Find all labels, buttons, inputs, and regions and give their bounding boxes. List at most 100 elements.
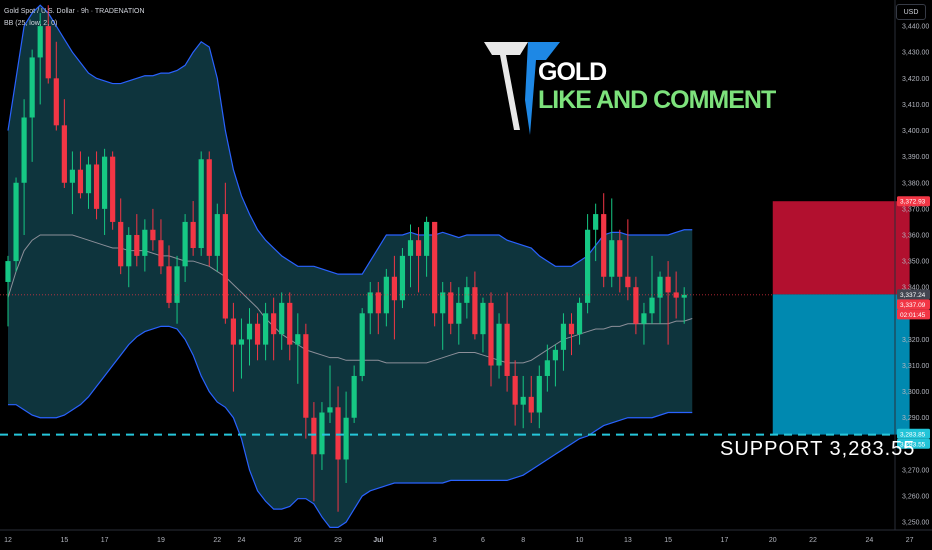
candle-body	[93, 164, 100, 209]
overlay-title: GOLD	[538, 58, 607, 86]
candle	[464, 276, 470, 319]
bb-upper-line	[7, 4, 693, 275]
currency-button[interactable]: USD	[896, 4, 926, 20]
candle-body	[593, 214, 599, 230]
candle-body	[53, 78, 59, 126]
candle-body	[415, 240, 422, 256]
candle	[480, 297, 486, 353]
price-tick-label: 3,310.00	[902, 363, 929, 370]
candle-body	[424, 221, 430, 256]
candle	[37, 13, 43, 105]
candle	[585, 214, 591, 314]
candle-body	[456, 302, 462, 324]
price-tag-label: 3,283.55	[900, 441, 926, 448]
candle	[134, 214, 140, 267]
time-tick-label: 27	[906, 537, 914, 544]
candle	[166, 245, 172, 309]
price-axis[interactable]: 3,250.003,260.003,270.003,280.003,290.00…	[902, 24, 929, 527]
candle	[214, 203, 220, 272]
candle-body	[351, 375, 357, 418]
overlay-subtitle: LIKE AND COMMENT	[538, 86, 776, 114]
candle	[254, 313, 261, 361]
candle-body	[271, 313, 277, 335]
price-tick-label: 3,390.00	[902, 154, 929, 161]
candle-body	[206, 159, 212, 256]
candle	[5, 255, 11, 327]
price-tag: 3,337.09	[897, 299, 930, 310]
candle	[472, 271, 478, 340]
candle	[13, 177, 19, 272]
time-axis[interactable]: 1215171922242629Jul368101315172022242729	[4, 537, 932, 544]
time-tick-label: 24	[865, 537, 873, 544]
candle-body	[601, 214, 607, 277]
candle	[633, 276, 639, 335]
candle-body	[488, 302, 494, 366]
candle-body	[5, 261, 11, 282]
candle-body	[311, 417, 317, 455]
price-tag-label: 3,283.85	[900, 431, 926, 438]
candle	[61, 99, 67, 188]
candle-body	[303, 334, 309, 418]
price-tick-label: 3,290.00	[902, 415, 929, 422]
candle-body	[335, 407, 341, 460]
candle	[222, 182, 228, 324]
price-tag: 3,337.24	[897, 289, 930, 300]
time-tick-label: 20	[769, 537, 777, 544]
candle	[552, 344, 558, 387]
candle	[601, 193, 607, 288]
candle-body	[246, 323, 253, 340]
candle-body	[69, 169, 75, 183]
candle-body	[182, 221, 188, 267]
candle	[311, 402, 317, 502]
candle-body	[134, 234, 140, 256]
price-tag-background	[897, 196, 930, 207]
candle-body	[407, 240, 414, 256]
time-tick-label: 22	[809, 537, 817, 544]
price-tick-label: 3,370.00	[902, 206, 929, 213]
candle-body	[295, 334, 301, 345]
time-tick-label: 17	[721, 537, 729, 544]
candle-body	[440, 292, 446, 314]
candle-body	[544, 360, 550, 376]
candle	[496, 313, 502, 379]
candle	[102, 148, 108, 235]
price-tick-label: 3,440.00	[902, 24, 929, 31]
candle	[295, 313, 301, 384]
time-tick-label: 13	[624, 537, 632, 544]
candle	[448, 281, 454, 335]
candle-body	[142, 229, 148, 256]
candle-body	[536, 375, 542, 413]
time-tick-label: 24	[238, 537, 246, 544]
candle	[544, 344, 550, 392]
candle-body	[29, 57, 35, 118]
candle	[520, 375, 526, 429]
candle-body	[126, 234, 132, 267]
short-position-tool[interactable]	[772, 201, 910, 435]
price-tag-label: 02:01:45	[900, 312, 926, 319]
symbol-title: Gold Spot / U.S. Dollar · 9h · TRADENATI…	[4, 8, 145, 15]
candle	[150, 208, 156, 251]
candle-body	[222, 214, 228, 319]
candle-body	[327, 407, 333, 413]
candle-body	[585, 229, 591, 303]
indicator-legend[interactable]: BB (25, low, 2, 0)	[4, 20, 58, 27]
candle	[576, 297, 583, 345]
price-axis-tags: 3,372.93 3,337.24 3,337.09 02:01:45 3,283.85…	[897, 196, 930, 449]
time-tick-label: 29	[334, 537, 342, 544]
price-tick-label: 3,300.00	[902, 389, 929, 396]
price-tick-label: 3,270.00	[902, 467, 929, 474]
price-tick-label: 3,350.00	[902, 259, 929, 266]
candle-body	[649, 297, 655, 314]
candle-body	[673, 292, 679, 298]
candle	[246, 308, 253, 366]
candle-body	[520, 396, 526, 405]
candle-body	[158, 240, 164, 267]
candle-body	[279, 302, 285, 335]
price-tag: 02:01:45	[897, 309, 930, 320]
candle-body	[21, 117, 27, 183]
candle-body	[391, 276, 397, 301]
time-tick-label: 22	[213, 537, 221, 544]
candle	[424, 216, 430, 277]
